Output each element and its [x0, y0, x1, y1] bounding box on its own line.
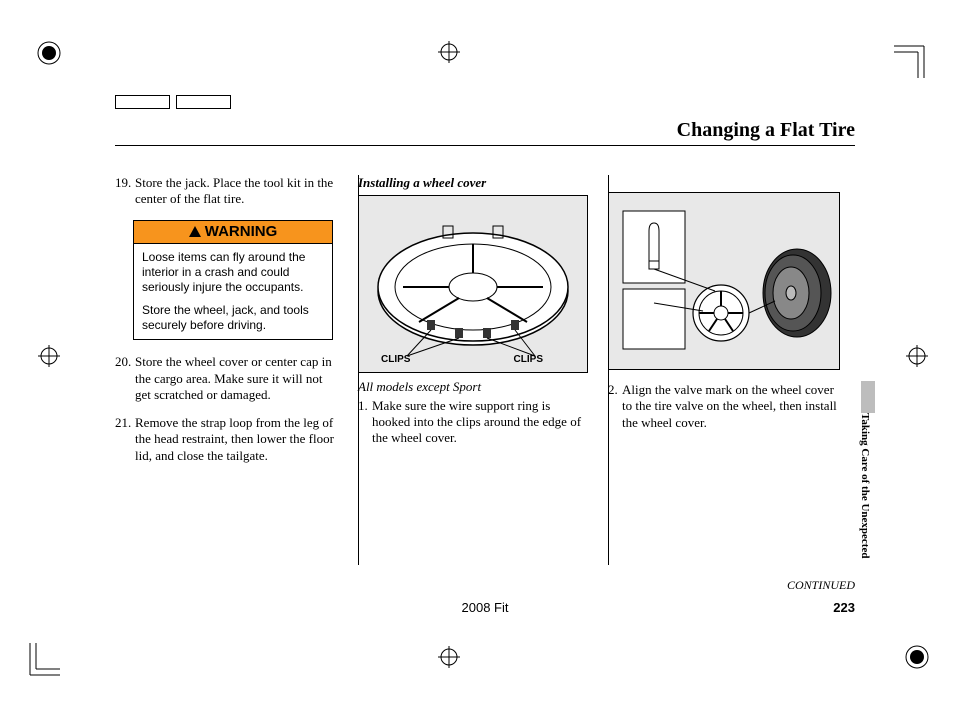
step-number: 2. [608, 382, 622, 431]
section-label: Taking Care of the Unexpected [859, 413, 871, 558]
warning-header: WARNING [134, 221, 332, 245]
step-19: 19. Store the jack. Place the tool kit i… [115, 175, 338, 208]
figure-label-clips-right: CLIPS [514, 354, 543, 367]
column-3: 2. Align the valve mark on the wheel cov… [598, 175, 845, 575]
step-20: 20. Store the wheel cover or center cap … [115, 354, 338, 403]
warning-text-1: Loose items can fly around the interior … [142, 250, 324, 295]
warning-box: WARNING Loose items can fly around the i… [133, 220, 333, 341]
step-number: 20. [115, 354, 135, 403]
continued-label: CONTINUED [787, 578, 855, 593]
content-columns: 19. Store the jack. Place the tool kit i… [115, 175, 855, 575]
reg-mark-lc [38, 345, 60, 367]
step-text: Store the wheel cover or center cap in t… [135, 354, 338, 403]
figure-label-clips-left: CLIPS [381, 354, 410, 367]
step-text: Make sure the wire support ring is hooke… [372, 398, 588, 447]
figure-valve-align [608, 192, 840, 370]
step-text: Align the valve mark on the wheel cover … [622, 382, 845, 431]
footer-model: 2008 Fit [115, 600, 855, 615]
reg-mark-tc [438, 41, 460, 63]
step-text: Store the jack. Place the tool kit in th… [135, 175, 338, 208]
reg-mark-tl [36, 40, 62, 66]
step-number: 1. [358, 398, 372, 447]
step-text: Remove the strap loop from the leg of th… [135, 415, 338, 464]
crop-tr [894, 34, 938, 83]
valve-align-illustration [609, 193, 839, 369]
nav-box-1[interactable] [115, 95, 170, 109]
manual-page: Changing a Flat Tire 19. Store the jack.… [115, 95, 855, 615]
reg-mark-br [904, 644, 930, 670]
step-1: 1. Make sure the wire support ring is ho… [358, 398, 588, 447]
reg-mark-bc [438, 646, 460, 668]
warning-label: WARNING [205, 223, 278, 242]
reg-mark-rc [906, 345, 928, 367]
step-number: 19. [115, 175, 135, 208]
header-nav-boxes [115, 95, 237, 113]
warning-text-2: Store the wheel, jack, and tools securel… [142, 303, 324, 333]
column-2: Installing a wheel cover [348, 175, 598, 575]
crop-bl [16, 643, 60, 692]
step-number: 21. [115, 415, 135, 464]
title-rule [115, 145, 855, 146]
step-2: 2. Align the valve mark on the wheel cov… [608, 382, 845, 431]
side-tab [861, 381, 875, 413]
column-1: 19. Store the jack. Place the tool kit i… [115, 175, 348, 575]
subheading: Installing a wheel cover [358, 175, 588, 191]
step-21: 21. Remove the strap loop from the leg o… [115, 415, 338, 464]
nav-box-2[interactable] [176, 95, 231, 109]
warning-body: Loose items can fly around the interior … [134, 244, 332, 339]
page-title: Changing a Flat Tire [677, 119, 855, 142]
model-note: All models except Sport [358, 379, 588, 395]
figure-wheel-cover-clips: CLIPS CLIPS [358, 195, 588, 373]
page-number: 223 [833, 600, 855, 615]
wheel-cover-illustration [359, 196, 587, 372]
warning-triangle-icon [189, 226, 201, 237]
